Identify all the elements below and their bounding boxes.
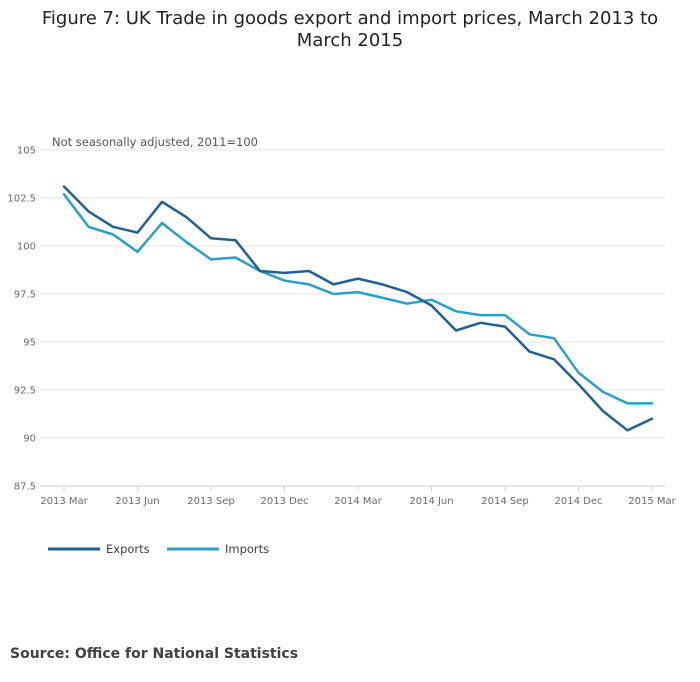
series-line-imports [62, 192, 654, 405]
x-tick-label: 2013 Sep [187, 496, 234, 507]
source-note: Source: Office for National Statistics [10, 646, 299, 662]
x-axis: 2013 Mar 2013 Jun 2013 Sep 2013 Dec 2014 Mar… [40, 485, 677, 507]
y-tick-label: 90 [23, 434, 36, 445]
legend-label-exports: Exports [106, 542, 150, 556]
x-tick-label: 2014 Mar [334, 496, 382, 507]
x-tick-label: 2013 Jun [115, 496, 159, 507]
x-tick-label: 2014 Sep [481, 496, 528, 507]
y-tick-label: 92.5 [14, 386, 36, 397]
x-tick-label: 2015 Mar [628, 496, 676, 507]
chart-subtitle: Not seasonally adjusted, 2011=100 [52, 135, 258, 149]
legend-label-imports: Imports [225, 542, 269, 556]
series-line-exports [62, 185, 654, 432]
y-tick-label: 97.5 [14, 290, 36, 301]
y-tick-label: 102.5 [7, 194, 36, 205]
y-tick-label: 95 [23, 338, 36, 349]
y-tick-label: 105 [17, 146, 36, 157]
legend: Exports Imports [48, 542, 269, 556]
x-tick-label: 2014 Jun [409, 496, 453, 507]
y-axis: 105 102.5 100 97.5 95 92.5 90 87.5 [7, 146, 36, 493]
y-tick-label: 100 [17, 242, 36, 253]
gridlines [40, 149, 665, 439]
series-lines [62, 185, 654, 432]
x-tick-label: 2013 Dec [261, 496, 309, 507]
y-tick-label: 87.5 [14, 482, 36, 493]
chart-title: Figure 7: UK Trade in goods export and i… [41, 8, 659, 51]
x-tick-label: 2014 Dec [555, 496, 603, 507]
x-tick-label: 2013 Mar [40, 496, 88, 507]
